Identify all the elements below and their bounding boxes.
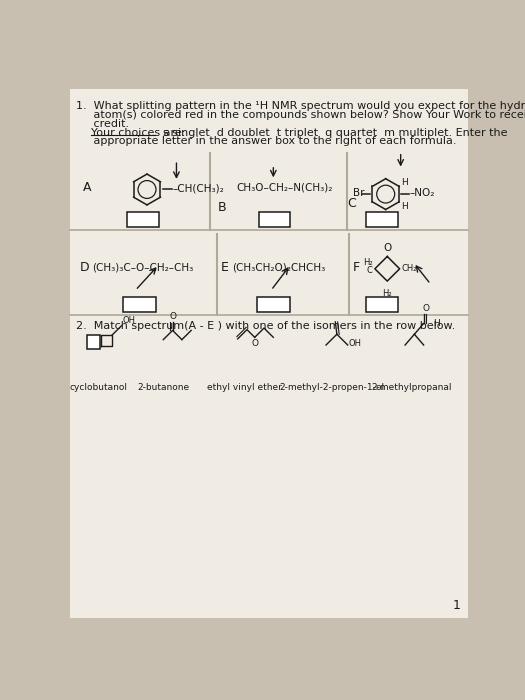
Text: OH: OH [122, 316, 135, 325]
Text: credit.: credit. [77, 118, 130, 129]
Text: H: H [433, 319, 440, 328]
Text: (CH₃)₃C–O–CH₂–CH₃: (CH₃)₃C–O–CH₂–CH₃ [92, 262, 193, 272]
Text: C: C [348, 197, 356, 210]
Text: O: O [423, 304, 430, 313]
Text: appropriate letter in the answer box to the right of each formula.: appropriate letter in the answer box to … [77, 136, 457, 146]
Text: atom(s) colored red in the compounds shown below? Show Your Work to receive full: atom(s) colored red in the compounds sho… [77, 110, 525, 120]
Bar [259, 212, 290, 228]
Text: H₂: H₂ [382, 289, 392, 298]
Text: (CH₃CH₂O)₂CHCH₃: (CH₃CH₂O)₂CHCH₃ [232, 262, 326, 272]
Bar [123, 297, 155, 312]
Text: 1.  What splitting pattern in the ¹H NMR spectrum would you expect for the hydro: 1. What splitting pattern in the ¹H NMR … [77, 101, 525, 111]
Text: H₂: H₂ [363, 258, 373, 267]
Bar [365, 212, 398, 228]
Text: B: B [217, 202, 226, 214]
Text: O: O [170, 312, 176, 321]
Text: 1: 1 [453, 599, 461, 612]
Text: 2-methyl-2-propen-1-ol: 2-methyl-2-propen-1-ol [279, 383, 384, 392]
Text: H: H [401, 178, 407, 187]
Bar [365, 297, 398, 312]
Text: C: C [366, 266, 373, 275]
Text: CH₃O–CH₂–N(CH₃)₂: CH₃O–CH₂–N(CH₃)₂ [236, 183, 332, 193]
Text: F: F [352, 261, 360, 274]
Text: –NO₂: –NO₂ [410, 188, 435, 198]
Text: A: A [82, 181, 91, 195]
Text: O: O [251, 339, 258, 348]
Text: s singlet  d doublet  t triplet  q quartet  m multiplet. Enter the: s singlet d doublet t triplet q quartet … [155, 127, 507, 137]
Text: 2.  Match spectrum(A - E ) with one of the isomers in the row below.: 2. Match spectrum(A - E ) with one of th… [77, 321, 456, 331]
Text: Your choices are:: Your choices are: [91, 127, 185, 137]
Bar [87, 335, 100, 349]
Text: Br: Br [353, 188, 365, 198]
Bar [127, 212, 160, 228]
Text: ethyl vinyl ether: ethyl vinyl ether [207, 383, 282, 392]
Text: cyclobutanol: cyclobutanol [70, 383, 128, 392]
Text: O: O [383, 243, 391, 253]
Text: D: D [80, 261, 89, 274]
Text: –CH(CH₃)₂: –CH(CH₃)₂ [173, 183, 224, 194]
Text: E: E [220, 261, 228, 274]
Text: CH₂: CH₂ [402, 263, 417, 272]
Text: 2-butanone: 2-butanone [137, 383, 190, 392]
Text: H: H [401, 202, 407, 211]
Text: 2-methylpropanal: 2-methylpropanal [371, 383, 452, 392]
Text: OH: OH [349, 339, 362, 348]
Bar [257, 297, 290, 312]
